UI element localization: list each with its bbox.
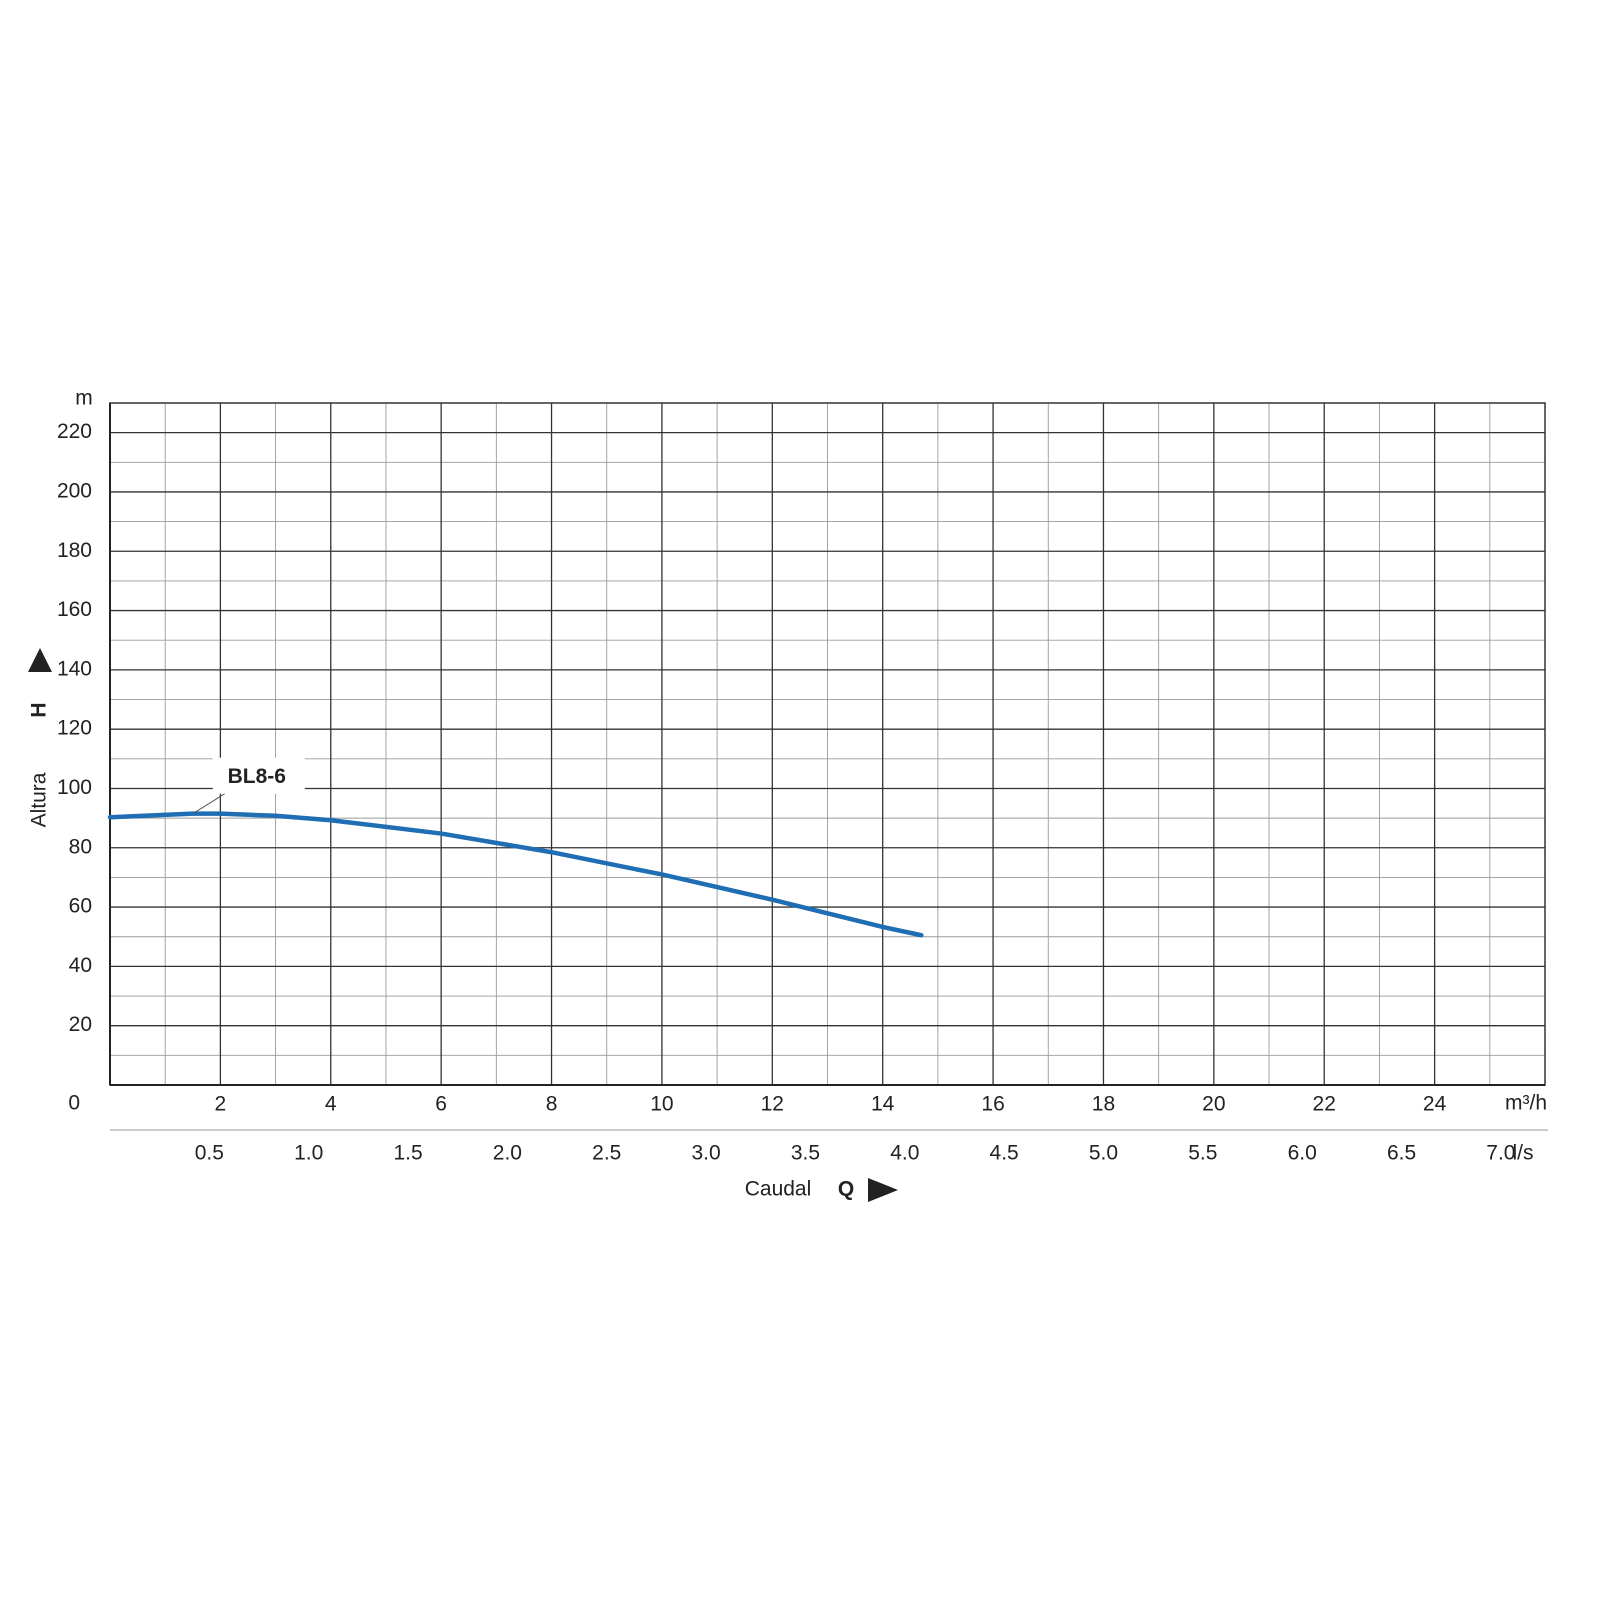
y-tick-label: 80 xyxy=(69,835,92,858)
x-tick-label: 8 xyxy=(546,1093,558,1116)
y-tick-label: 20 xyxy=(69,1013,92,1036)
label-box xyxy=(212,757,305,794)
x-tick-label: 24 xyxy=(1423,1093,1447,1116)
x-tick-label: 12 xyxy=(761,1093,784,1116)
x-arrow xyxy=(868,1178,898,1202)
x2-tick-label: 3.5 xyxy=(791,1142,820,1165)
x2-unit: l/s xyxy=(1513,1142,1534,1165)
y-tick-label: 180 xyxy=(57,539,92,562)
x2-tick-label: 1.5 xyxy=(393,1142,422,1165)
y-tick-label: 100 xyxy=(57,776,92,799)
x-label: Caudal xyxy=(745,1178,812,1201)
x-tick-label: 4 xyxy=(325,1093,337,1116)
x-label-symbol: Q xyxy=(838,1178,854,1201)
x-tick-label: 20 xyxy=(1202,1093,1225,1116)
x2-tick-label: 0.5 xyxy=(195,1142,224,1165)
y-label: Altura xyxy=(28,772,51,827)
y-tick-label: 40 xyxy=(69,954,92,977)
y-title: Altura H xyxy=(28,648,52,827)
x2-tick-label: 1.0 xyxy=(294,1142,323,1165)
y-tick-label: 60 xyxy=(69,895,92,918)
x-tick-label: 16 xyxy=(981,1093,1004,1116)
x2-tick-label: 7.0 xyxy=(1486,1142,1515,1165)
curve xyxy=(107,811,924,938)
x-tick-label: 14 xyxy=(871,1093,895,1116)
x-tick-label: 22 xyxy=(1313,1093,1336,1116)
x2-tick-label: 5.0 xyxy=(1089,1142,1118,1165)
x2-tick-label: 2.5 xyxy=(592,1142,621,1165)
x-tick-label: 10 xyxy=(650,1093,673,1116)
x2-tick-label: 4.5 xyxy=(990,1142,1019,1165)
label-leader xyxy=(192,793,226,815)
x2-tick-label: 6.0 xyxy=(1288,1142,1317,1165)
minor-grid xyxy=(110,403,1545,1085)
x2-tick-label: 6.5 xyxy=(1387,1142,1416,1165)
x-tick-label: 2 xyxy=(215,1093,227,1116)
x2-tick-label: 4.0 xyxy=(890,1142,919,1165)
y-arrow xyxy=(28,648,52,672)
y-tick-label: 160 xyxy=(57,598,92,621)
y-tick-label: 220 xyxy=(57,420,92,443)
x2-tick-label: 3.0 xyxy=(691,1142,720,1165)
x-unit: m³/h xyxy=(1505,1092,1547,1115)
y-label-symbol: H xyxy=(28,702,51,717)
y-tick-label: 0 xyxy=(68,1092,80,1115)
x-tick-label: 6 xyxy=(435,1093,447,1116)
y-unit: m xyxy=(75,387,93,410)
series-label: BL8-6 xyxy=(228,765,286,788)
y-tick-label: 120 xyxy=(57,717,92,740)
x2-tick-label: 2.0 xyxy=(493,1142,522,1165)
x-tick-label: 18 xyxy=(1092,1093,1115,1116)
y-tick-label: 200 xyxy=(57,480,92,503)
y-tick-label: 140 xyxy=(57,657,92,680)
major-grid xyxy=(110,403,1545,1085)
x2-tick-label: 5.5 xyxy=(1188,1142,1217,1165)
